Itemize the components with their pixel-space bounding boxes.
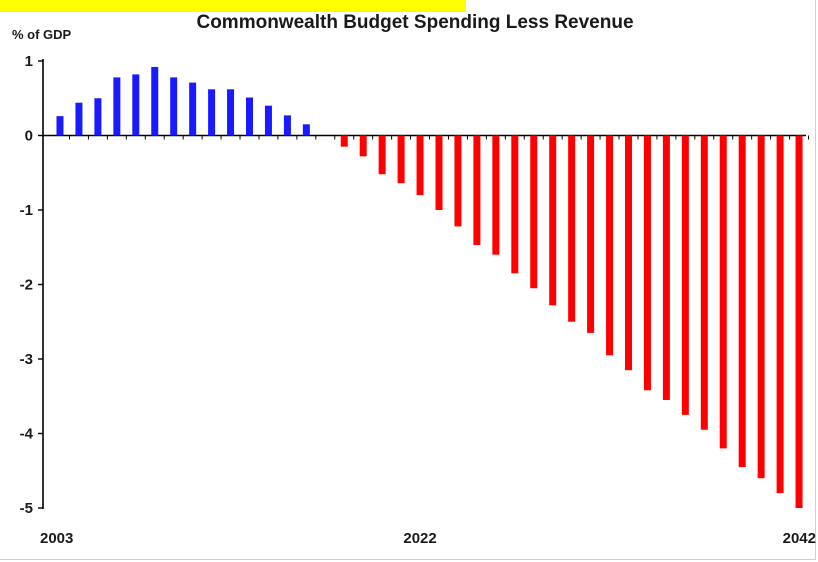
- bar-deficit: [530, 135, 538, 289]
- y-tick-label: -5: [20, 500, 33, 517]
- bar-surplus: [132, 74, 140, 136]
- x-tick-label: 2022: [403, 530, 436, 547]
- bar-deficit: [738, 135, 746, 468]
- y-tick-label: -4: [20, 426, 34, 443]
- bar-deficit: [795, 135, 803, 508]
- tick-labels: 1 0 -1 -2 -3 -4 -5 2003 2022 2042: [20, 53, 816, 547]
- bar-surplus: [246, 97, 253, 136]
- bar-surplus: [56, 116, 64, 136]
- bar-surplus: [227, 89, 235, 136]
- y-axis-unit-label: % of GDP: [12, 27, 72, 42]
- bar-deficit: [662, 135, 670, 400]
- bar-deficit: [378, 135, 386, 175]
- y-tick-label: -1: [20, 202, 33, 219]
- x-tick-label: 2042: [783, 530, 816, 547]
- bar-deficit: [625, 135, 632, 371]
- bar-deficit: [359, 135, 367, 157]
- y-tick-label: -3: [20, 351, 33, 368]
- bar-deficit: [397, 135, 405, 184]
- bar-surplus: [113, 77, 121, 136]
- bar-deficit: [681, 135, 689, 415]
- bar-deficit: [587, 135, 595, 333]
- bar-surplus: [151, 66, 159, 136]
- y-tick-label: -2: [20, 277, 33, 294]
- bar-deficit: [473, 135, 481, 246]
- bar-deficit: [416, 135, 424, 196]
- bar-deficit: [757, 135, 765, 479]
- bar-surplus: [302, 124, 310, 136]
- bar-surplus: [94, 98, 102, 136]
- bar-surplus: [264, 105, 272, 136]
- bar-deficit: [568, 135, 576, 322]
- highlight-strip: [0, 0, 466, 12]
- bar-surplus: [208, 89, 216, 136]
- bars-group: [56, 66, 803, 508]
- bar-deficit: [776, 135, 784, 494]
- bar-deficit: [606, 135, 614, 356]
- bar-surplus: [170, 77, 178, 136]
- bar-deficit: [492, 135, 500, 255]
- y-tick-label: 1: [25, 53, 33, 70]
- bar-deficit: [511, 135, 519, 274]
- y-tick-label: 0: [25, 128, 33, 145]
- bar-surplus: [189, 82, 197, 136]
- bar-deficit: [454, 135, 462, 227]
- bar-deficit: [549, 135, 557, 306]
- chart-title: Commonwealth Budget Spending Less Revenu…: [196, 12, 633, 33]
- bar-deficit: [719, 135, 727, 449]
- bar-deficit: [435, 135, 443, 210]
- bar-surplus: [75, 102, 83, 136]
- bar-surplus: [283, 115, 291, 136]
- bar-deficit: [643, 135, 651, 391]
- x-tick-label: 2003: [40, 530, 73, 547]
- bar-deficit: [700, 135, 708, 430]
- bar-deficit: [340, 135, 348, 147]
